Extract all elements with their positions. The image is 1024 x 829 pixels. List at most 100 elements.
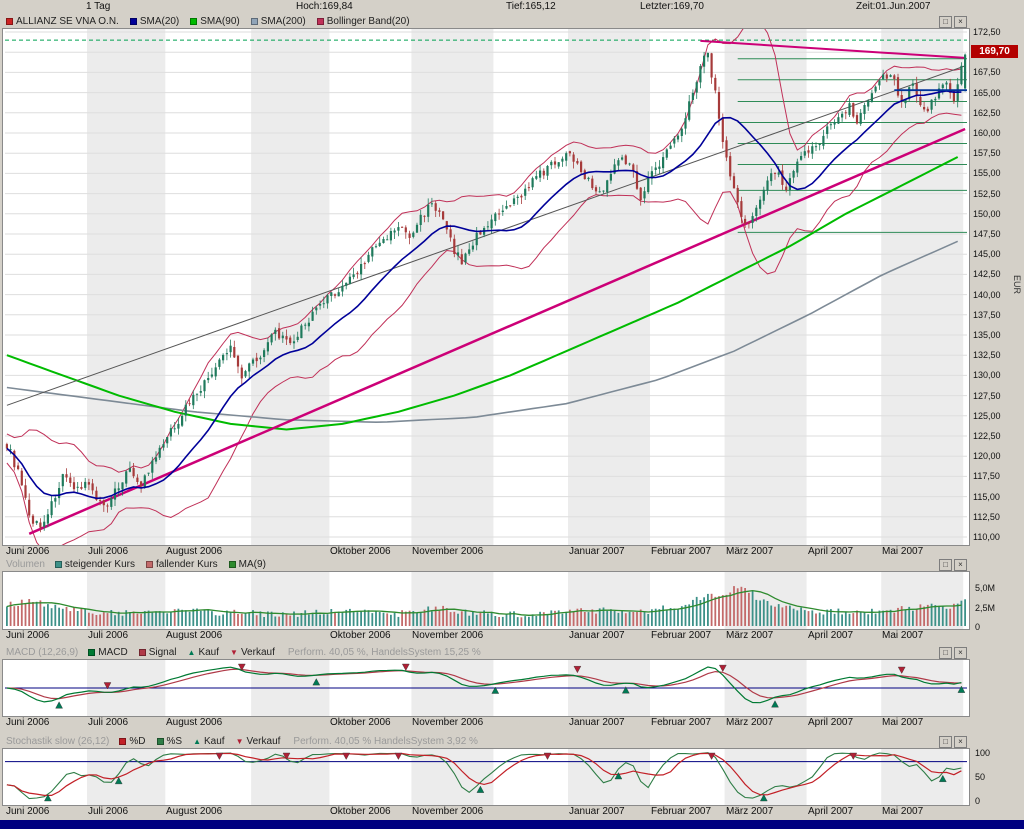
price-axis-label: 127,50 xyxy=(973,391,1001,401)
legend-label: Signal xyxy=(148,647,177,658)
last-price-badge: 169,70 xyxy=(971,45,1018,58)
volume-axis-label: 2,5M xyxy=(975,603,996,613)
legend-label: Bollinger Band(20) xyxy=(326,16,410,27)
quote-high: Hoch:169,84 xyxy=(296,1,353,12)
buy-marker-icon: ▲ xyxy=(187,647,196,657)
price-axis-label: 157,50 xyxy=(973,148,1001,158)
series-color-swatch-icon xyxy=(228,561,236,568)
month-label: Juli 2006 xyxy=(88,717,129,728)
month-label: Oktober 2006 xyxy=(330,546,391,557)
restore-icon[interactable]: □ xyxy=(939,558,952,571)
close-icon[interactable]: × xyxy=(954,558,967,571)
performance-text: Perform. 40,05 % HandelsSystem 3,92 % xyxy=(293,736,478,747)
bottom-status-bar xyxy=(0,820,1024,829)
legend-label: MA(9) xyxy=(238,559,266,570)
macd-x-axis: Juni 2006 Juli 2006 August 2006 Oktober 200… xyxy=(2,717,970,729)
legend-item: fallender Kurs xyxy=(145,559,218,570)
restore-icon[interactable]: □ xyxy=(939,15,952,28)
price-axis-label: 142,50 xyxy=(973,269,1001,279)
series-color-swatch-icon xyxy=(54,561,62,568)
month-label: November 2006 xyxy=(412,717,484,728)
legend-label: SMA(200) xyxy=(260,16,306,27)
volume-axis-label: 5,0M xyxy=(975,583,996,593)
buy-marker-icon: ▲ xyxy=(193,736,201,746)
performance-text: Perform. 40,05 %, HandelsSystem 15,25 % xyxy=(287,647,481,658)
legend-label: Verkauf xyxy=(240,647,275,658)
volume-canvas[interactable] xyxy=(2,571,970,630)
month-label: Januar 2007 xyxy=(569,630,625,641)
price-axis-label: 167,50 xyxy=(973,67,1001,77)
legend-label: fallender Kurs xyxy=(155,559,218,570)
panel-title: Stochastik slow (26,12) xyxy=(6,736,110,747)
month-label: Februar 2007 xyxy=(651,546,712,557)
price-axis-label: 110,00 xyxy=(973,532,1000,542)
quote-time: Zeit:01.Jun.2007 xyxy=(856,1,931,12)
legend-label: steigender Kurs xyxy=(64,559,135,570)
currency-label: EUR xyxy=(1012,275,1022,295)
month-label: Juli 2006 xyxy=(88,806,129,817)
price-axis-label: 145,00 xyxy=(973,249,1001,259)
price-axis-label: 160,00 xyxy=(973,128,1001,138)
legend-label: ALLIANZ SE VNA O.N. xyxy=(16,16,119,27)
series-color-swatch-icon xyxy=(316,18,324,25)
month-label: Mai 2007 xyxy=(882,630,924,641)
legend-label: SMA(20) xyxy=(139,16,180,27)
month-label: März 2007 xyxy=(726,717,774,728)
month-label: Juni 2006 xyxy=(6,630,50,641)
month-label: August 2006 xyxy=(166,546,223,557)
close-icon[interactable]: × xyxy=(954,735,967,748)
stochastic-canvas[interactable] xyxy=(2,748,970,806)
price-axis-label: 140,00 xyxy=(973,290,1001,300)
main-x-axis: Juni 2006 Juli 2006 August 2006 Oktober 200… xyxy=(2,546,970,558)
month-label: Oktober 2006 xyxy=(330,717,391,728)
month-label: April 2007 xyxy=(808,717,854,728)
main-chart-canvas[interactable] xyxy=(2,28,970,546)
quote-bar: 1 Tag Hoch:169,84 Tief:165,12 Letzter:16… xyxy=(0,0,1024,14)
stochastic-x-axis: Juni 2006 Juli 2006 August 2006 Oktober 200… xyxy=(2,806,970,818)
price-axis-label: 152,50 xyxy=(973,189,1001,199)
legend-item: SMA(200) xyxy=(250,16,306,27)
legend-item: SMA(20) xyxy=(129,16,180,27)
month-label: April 2007 xyxy=(808,806,854,817)
price-axis-label: 172,50 xyxy=(973,27,1001,37)
sell-marker-icon: ▼ xyxy=(235,736,244,746)
price-axis-label: 165,00 xyxy=(973,88,1001,98)
price-axis-label: 122,50 xyxy=(973,431,1001,441)
month-label: Februar 2007 xyxy=(651,630,712,641)
month-label: Mai 2007 xyxy=(882,806,924,817)
legend-label: %D xyxy=(129,736,146,747)
series-color-swatch-icon xyxy=(129,18,137,25)
legend-item: SMA(90) xyxy=(190,16,240,27)
month-label: Juli 2006 xyxy=(88,630,129,641)
legend-item: %S xyxy=(156,736,182,747)
macd-legend: MACD (12,26,9) MACD Signal ▲ Kauf ▼ Verkauf Per… xyxy=(2,646,968,659)
close-icon[interactable]: × xyxy=(954,646,967,659)
price-axis-label: 130,00 xyxy=(973,370,1001,380)
month-label: Oktober 2006 xyxy=(330,630,391,641)
legend-item: steigender Kurs xyxy=(54,559,135,570)
month-label: Juni 2006 xyxy=(6,806,50,817)
quote-last: Letzter:169,70 xyxy=(640,1,704,12)
price-axis-label: 137,50 xyxy=(973,310,1001,320)
price-axis-label: 132,50 xyxy=(973,350,1001,360)
stochastic-axis-label: 0 xyxy=(975,796,981,806)
close-icon[interactable]: × xyxy=(954,15,967,28)
month-label: Februar 2007 xyxy=(651,806,712,817)
month-label: März 2007 xyxy=(726,546,774,557)
month-label: Januar 2007 xyxy=(569,717,625,728)
price-axis-label: 147,50 xyxy=(973,229,1001,239)
month-label: Juli 2006 xyxy=(88,546,129,557)
price-axis-label: 120,00 xyxy=(973,451,1001,461)
sell-marker-icon: ▼ xyxy=(230,647,238,657)
series-color-swatch-icon xyxy=(145,561,153,568)
restore-icon[interactable]: □ xyxy=(939,735,952,748)
month-label: März 2007 xyxy=(726,630,774,641)
price-axis-label: 117,50 xyxy=(973,471,1000,481)
macd-canvas[interactable] xyxy=(2,659,970,717)
series-color-swatch-icon xyxy=(250,18,258,25)
legend-item: ALLIANZ SE VNA O.N. xyxy=(6,16,119,27)
price-axis-label: 112,50 xyxy=(973,512,1000,522)
restore-icon[interactable]: □ xyxy=(939,646,952,659)
month-label: November 2006 xyxy=(412,806,484,817)
series-color-swatch-icon xyxy=(6,18,13,25)
